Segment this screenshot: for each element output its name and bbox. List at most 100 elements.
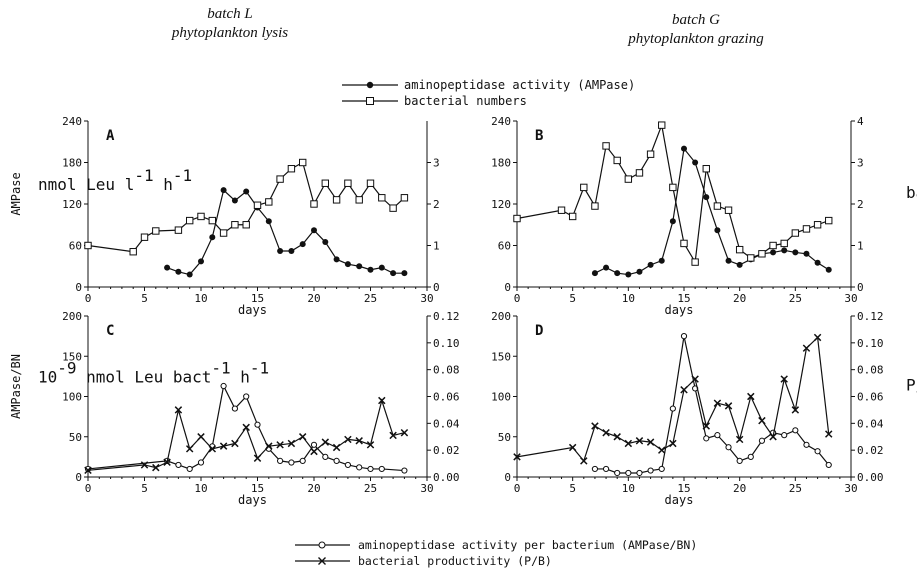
y-tick-label: 50 <box>69 431 82 444</box>
data-point-filled-circle <box>692 159 699 166</box>
legend-cross-marker <box>318 557 326 565</box>
data-point-open-circle <box>680 333 688 340</box>
true: bacteria 109 l-1 <box>906 174 917 203</box>
panel-letter: B <box>535 128 543 144</box>
data-point-open-square <box>186 216 194 225</box>
data-point-cross <box>219 442 228 450</box>
data-point-filled-circle <box>681 145 687 152</box>
data-point-open-circle <box>310 441 318 448</box>
data-point-filled-circle <box>311 227 317 234</box>
data-point-filled-circle <box>703 194 710 201</box>
data-point-filled-circle <box>356 263 363 270</box>
y-right-tick-label: 1 <box>433 240 440 253</box>
data-point-open-circle <box>243 393 250 400</box>
y-right-tick-label: 0.06 <box>433 391 460 404</box>
legend-pb-label: bacterial productivity (P/B) <box>358 554 552 568</box>
x-tick-label: 25 <box>364 292 377 305</box>
data-point-cross <box>400 428 409 437</box>
data-point-filled-circle <box>647 261 654 268</box>
data-point-filled-circle <box>265 218 272 225</box>
data-point-open-square <box>310 200 318 208</box>
data-point-open-square <box>197 212 205 221</box>
data-point-open-square <box>129 248 137 256</box>
x-tick-label: 30 <box>420 292 433 305</box>
data-point-open-square <box>219 229 228 237</box>
data-point-open-circle <box>614 469 621 477</box>
series-line-open-circle <box>594 336 830 474</box>
data-point-open-circle <box>197 459 205 466</box>
data-point-open-square <box>378 194 386 202</box>
data-point-open-circle <box>703 435 710 442</box>
y-right-tick-label: 3 <box>857 157 864 170</box>
data-point-open-square <box>680 239 688 248</box>
data-point-open-circle <box>186 465 193 473</box>
data-point-open-square <box>84 241 92 250</box>
data-point-cross <box>702 422 710 430</box>
x-tick-label: 5 <box>569 482 576 495</box>
true: nmol Leu l-1 h-1 <box>38 166 192 195</box>
data-point-open-circle <box>747 453 754 460</box>
y-right-tick-label: 2 <box>857 198 864 211</box>
x-tick-label: 5 <box>141 292 148 305</box>
data-point-filled-circle <box>322 239 329 246</box>
data-point-cross <box>769 433 777 441</box>
data-point-cross <box>813 333 822 342</box>
data-point-open-circle <box>401 467 408 474</box>
data-point-cross <box>174 406 183 414</box>
data-point-filled-circle <box>781 247 788 254</box>
data-point-open-circle <box>220 382 227 390</box>
right-header-subtitle: phytoplankton grazing <box>627 31 764 47</box>
y-tick-label: 240 <box>62 115 82 128</box>
x-tick-label: 20 <box>733 482 746 495</box>
true: 10-9 nmol Leu bact-1 h-1 <box>38 358 269 387</box>
data-point-open-square <box>299 158 307 167</box>
data-point-open-circle <box>277 457 284 464</box>
data-point-open-square <box>253 201 262 209</box>
series-line-filled-circle <box>594 147 830 276</box>
data-point-open-circle <box>356 464 363 471</box>
data-point-open-square <box>713 202 722 210</box>
data-point-cross <box>825 430 833 438</box>
data-point-open-square <box>669 183 677 192</box>
data-point-open-square <box>825 216 833 225</box>
y-right-tick-label: 0.04 <box>433 417 460 430</box>
y-tick-label: 100 <box>62 391 82 404</box>
data-point-open-square <box>242 221 250 229</box>
legend-pb: bacterial productivity (P/B) <box>295 554 552 568</box>
y-right-tick-label: 0 <box>857 281 864 294</box>
data-point-cross <box>669 439 677 448</box>
data-point-filled-circle <box>669 218 676 225</box>
x-tick-label: 0 <box>514 482 521 495</box>
data-point-open-square <box>658 121 666 129</box>
y-tick-label: 180 <box>62 157 82 170</box>
data-point-cross <box>298 433 307 441</box>
data-point-open-square <box>791 229 800 237</box>
data-point-filled-circle <box>333 256 340 263</box>
data-point-filled-circle <box>658 257 665 264</box>
y-right-tick-label: 0.12 <box>857 310 884 323</box>
legend-ampase-bn: aminopeptidase activity per bacterium (A… <box>295 538 697 552</box>
panel-a: 0 5 10 15 20 25 30 days 0 60 120 180 240 0 1 2 3 A AMPase n… <box>9 115 440 317</box>
data-point-cross <box>780 375 788 383</box>
x-tick-label: 20 <box>307 292 320 305</box>
x-tick-label: 25 <box>364 482 377 495</box>
y-right-tick-label: 0.12 <box>433 310 460 323</box>
data-point-open-square <box>174 226 183 234</box>
data-point-cross <box>185 445 194 453</box>
data-point-open-square <box>624 175 633 183</box>
data-point-open-square <box>702 165 710 173</box>
y-right-tick-label: 0.02 <box>857 444 884 457</box>
x-tick-label: 10 <box>194 292 207 305</box>
y-tick-label: 50 <box>498 431 511 444</box>
data-point-cross <box>152 463 160 472</box>
data-point-open-square <box>635 169 644 177</box>
legend-bottom: aminopeptidase activity per bacterium (A… <box>295 538 697 568</box>
x-axis-label: days <box>238 493 267 507</box>
data-point-open-square <box>735 245 744 254</box>
data-point-open-circle <box>647 467 654 474</box>
data-point-open-circle <box>714 432 721 439</box>
data-point-open-square <box>591 202 599 210</box>
data-point-cross <box>197 433 205 441</box>
data-point-open-square <box>276 175 284 183</box>
data-point-cross <box>613 433 621 441</box>
